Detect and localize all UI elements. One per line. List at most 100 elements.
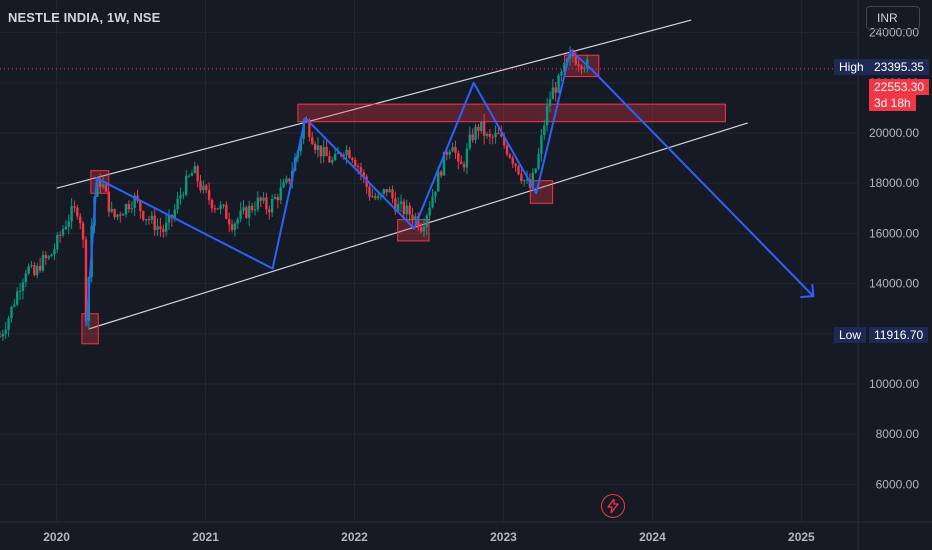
candle-body — [30, 265, 33, 267]
candle-body — [285, 178, 288, 183]
candle-body — [511, 157, 514, 164]
candle-body — [110, 208, 113, 212]
highlight-box — [529, 180, 554, 204]
candle-body — [477, 126, 480, 132]
zigzag-pattern[interactable] — [85, 49, 815, 327]
candle-body — [47, 256, 50, 259]
highlight-zones[interactable] — [81, 54, 726, 345]
candle-body — [376, 196, 380, 199]
candle-body — [184, 175, 188, 195]
currency-button[interactable]: INR — [866, 6, 920, 30]
candle-body — [199, 181, 202, 191]
candle-body — [305, 120, 308, 123]
y-tick-label: 6000.00 — [876, 477, 920, 491]
highlight-box — [297, 103, 726, 123]
candle-body — [173, 209, 176, 219]
candle-body — [425, 215, 429, 227]
candle-body — [265, 197, 268, 210]
candle-body — [13, 304, 16, 307]
candle-body — [382, 189, 386, 194]
candle-body — [586, 59, 589, 69]
candle-body — [153, 215, 156, 230]
candle-body — [574, 56, 577, 65]
candle-body — [411, 214, 414, 220]
x-tick-label: 2021 — [192, 530, 219, 544]
candle-body — [0, 336, 2, 338]
candle-body — [508, 154, 512, 158]
candle-body — [276, 196, 280, 201]
candle-body — [142, 210, 145, 220]
candle-body — [439, 171, 443, 176]
candle-body — [531, 172, 535, 188]
candle-body — [58, 234, 62, 236]
low-value-tag: 11916.70 — [869, 327, 929, 343]
current-price-tag: 22553.30 — [869, 79, 930, 95]
high-value-tag: 23395.35 — [869, 59, 930, 75]
candle-body — [520, 174, 523, 181]
countdown-tag: 3d 18h — [869, 95, 916, 111]
candle-body — [262, 197, 265, 201]
flash-button[interactable] — [601, 494, 625, 518]
candle-body — [434, 191, 437, 197]
candle-body — [534, 168, 537, 173]
candle-body — [164, 222, 168, 232]
candle-body — [182, 194, 185, 196]
candle-body — [328, 156, 331, 163]
trend-channel[interactable] — [56, 19, 748, 330]
candle-body — [79, 216, 82, 224]
candle-body — [537, 153, 540, 169]
candle-body — [468, 134, 471, 149]
candle-body — [133, 195, 136, 208]
candle-body — [233, 223, 237, 230]
candle-body — [540, 135, 543, 154]
candle-body — [396, 203, 400, 212]
candle-body — [448, 151, 451, 155]
candle-body — [216, 208, 219, 210]
candle-body — [451, 147, 454, 152]
candle-body — [245, 207, 248, 218]
candle-body — [196, 166, 199, 182]
candle-body — [61, 229, 65, 236]
candle-body — [190, 173, 194, 176]
candle-body — [313, 144, 317, 151]
candle-body — [193, 166, 196, 174]
candle-body — [457, 152, 460, 162]
candle-body — [15, 291, 19, 305]
candle-body — [104, 184, 108, 192]
y-tick-label: 20000.00 — [869, 126, 919, 140]
candle-body — [471, 134, 474, 141]
candle-body — [414, 216, 417, 220]
candle-body — [56, 234, 59, 250]
candle-body — [18, 291, 22, 293]
candle-body — [76, 207, 79, 217]
y-tick-label: 8000.00 — [876, 427, 920, 441]
candle-body — [365, 176, 368, 187]
candle-body — [268, 209, 271, 213]
candle-body — [53, 249, 56, 255]
candle-body — [311, 137, 314, 145]
candle-body — [1, 333, 5, 337]
candle-body — [563, 62, 566, 72]
zigzag-line — [85, 49, 815, 327]
candle-body — [50, 254, 53, 257]
candle-body — [336, 153, 340, 155]
candle-body — [210, 199, 214, 209]
candle-body — [422, 226, 426, 232]
candle-body — [462, 164, 466, 168]
candle-body — [230, 224, 234, 230]
x-tick-label: 2025 — [788, 530, 815, 544]
candle-body — [497, 132, 500, 134]
candle-body — [64, 226, 68, 230]
candle-body — [67, 221, 70, 227]
candle-body — [273, 196, 277, 200]
candle-body — [81, 223, 85, 240]
candle-body — [248, 205, 251, 218]
candle-body — [482, 121, 486, 136]
lightning-icon — [607, 499, 619, 513]
candle-body — [557, 75, 560, 93]
candle-body — [207, 190, 211, 200]
candle-body — [219, 205, 222, 210]
candle-body — [176, 198, 179, 210]
candle-body — [571, 53, 575, 57]
